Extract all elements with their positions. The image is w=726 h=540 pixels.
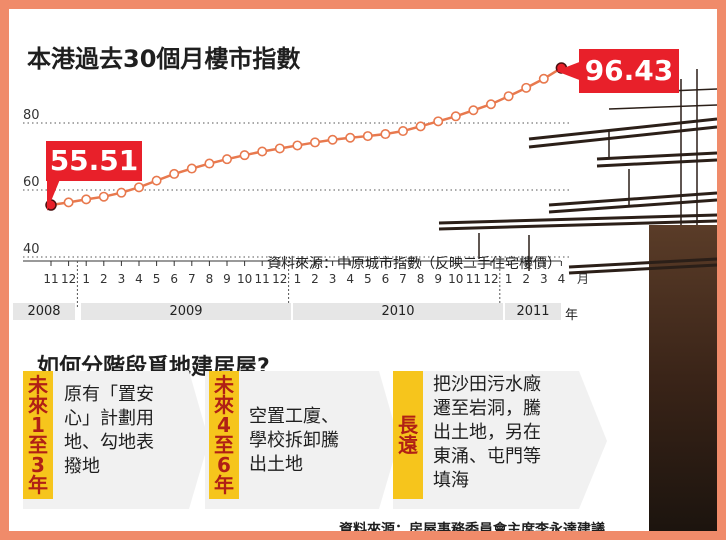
data-point-15 xyxy=(309,137,320,148)
data-point-6 xyxy=(151,175,162,186)
x-tick-label-12: 11 xyxy=(255,272,270,286)
x-tick-label-13: 12 xyxy=(272,272,287,286)
data-point-13 xyxy=(274,143,285,154)
data-point-14 xyxy=(292,140,303,151)
start-value-callout: 55.51 xyxy=(46,141,142,181)
x-tick-label-3: 2 xyxy=(100,272,108,286)
data-point-4 xyxy=(116,187,127,198)
phase-tag-label-1: 未 來 1 至 3 年 xyxy=(28,373,48,497)
data-point-20 xyxy=(397,126,408,137)
x-tick-label-21: 8 xyxy=(417,272,425,286)
x-tick-label-22: 9 xyxy=(434,272,442,286)
x-tick-label-10: 9 xyxy=(223,272,231,286)
data-point-3 xyxy=(98,191,109,202)
x-tick-label-14: 1 xyxy=(294,272,302,286)
year-label-2008: 2008 xyxy=(13,303,75,320)
data-point-25 xyxy=(485,99,496,110)
data-point-7 xyxy=(169,168,180,179)
data-point-8 xyxy=(186,163,197,174)
chart-title: 本港過去30個月樓市指數 xyxy=(27,45,301,73)
phase-tag-1: 未 來 1 至 3 年 xyxy=(23,371,53,499)
infographic-panel: 本港過去30個月樓市指數 40 60 80 11 12 1 2 3 4 5 6 7 8 9 10 11 12 1 2… xyxy=(9,9,717,531)
x-tick-label-0: 11 xyxy=(43,272,58,286)
x-tick-label-9: 8 xyxy=(206,272,214,286)
arrow-shape-2 xyxy=(205,371,399,509)
phase-tag-3: 長 遠 xyxy=(393,371,423,499)
x-tick-label-29: 4 xyxy=(558,272,566,286)
data-point-10 xyxy=(222,154,233,165)
x-tick-label-17: 4 xyxy=(346,272,354,286)
data-point-16 xyxy=(327,134,338,145)
data-point-28 xyxy=(538,73,549,84)
x-tick-label-2: 1 xyxy=(82,272,90,286)
end-callout-pointer xyxy=(556,61,582,81)
x-tick-label-25: 12 xyxy=(483,272,498,286)
phase-tag-2: 未 來 4 至 6 年 xyxy=(209,371,239,499)
x-tick-label-23: 10 xyxy=(448,272,463,286)
data-point-11 xyxy=(239,150,250,161)
x-tick-label-26: 1 xyxy=(505,272,513,286)
x-tick-label-28: 3 xyxy=(540,272,548,286)
data-point-26 xyxy=(503,91,514,102)
timeline-arrows xyxy=(23,371,607,509)
y-tick-label-60: 60 xyxy=(23,175,40,190)
data-point-27 xyxy=(521,82,532,93)
y-tick-label-80: 80 xyxy=(23,108,40,123)
x-tick-label-27: 2 xyxy=(522,272,530,286)
x-tick-label-20: 7 xyxy=(399,272,407,286)
year-label-2009: 2009 xyxy=(81,303,291,320)
construction-silhouette xyxy=(438,69,717,531)
footer-source-note: 資料來源：房屋事務委員會主席李永達建議 xyxy=(339,522,605,531)
year-label-2011: 2011 xyxy=(505,303,561,320)
year-label-2010: 2010 xyxy=(293,303,503,320)
x-tick-label-15: 2 xyxy=(311,272,319,286)
x-tick-label-19: 6 xyxy=(382,272,390,286)
x-tick-label-1: 12 xyxy=(61,272,76,286)
x-tick-label-5: 4 xyxy=(135,272,143,286)
data-point-23 xyxy=(450,111,461,122)
x-tick-label-16: 3 xyxy=(329,272,337,286)
data-point-9 xyxy=(204,158,215,169)
data-point-18 xyxy=(362,131,373,142)
x-tick-label-8: 7 xyxy=(188,272,196,286)
data-point-24 xyxy=(468,105,479,116)
data-point-1 xyxy=(63,197,74,208)
phase-tag-label-2: 未 來 4 至 6 年 xyxy=(214,373,234,497)
data-point-12 xyxy=(257,146,268,157)
year-unit-label: 年 xyxy=(565,308,579,323)
phase-desc-3: 把沙田污水廠 遷至岩洞，騰 出土地，另在 東涌、屯門等 填海 xyxy=(433,374,541,491)
chart-source-note: 資料來源：中原城市指數（反映二手住宅樓價） xyxy=(267,256,561,272)
x-tick-label-24: 11 xyxy=(466,272,481,286)
data-point-17 xyxy=(345,132,356,143)
data-point-5 xyxy=(134,182,145,193)
month-unit-label: 月 xyxy=(577,272,589,286)
phase-tag-label-3: 長 遠 xyxy=(398,413,418,457)
arrow-shape-1 xyxy=(23,371,209,509)
x-tick-label-6: 5 xyxy=(153,272,161,286)
crane-lattice xyxy=(478,69,717,271)
x-tick-label-18: 5 xyxy=(364,272,372,286)
y-tick-label-40: 40 xyxy=(23,242,40,257)
end-value-callout: 96.43 xyxy=(579,49,679,93)
phase-desc-2: 空置工廈、 學校拆卸騰 出土地 xyxy=(249,406,339,475)
data-point-2 xyxy=(81,194,92,205)
x-tick-label-4: 3 xyxy=(118,272,126,286)
x-tick-label-11: 10 xyxy=(237,272,252,286)
building-silhouette xyxy=(649,225,717,531)
data-point-21 xyxy=(415,121,426,132)
arrow-shape-3 xyxy=(393,371,607,509)
data-point-19 xyxy=(380,129,391,140)
x-tick-label-7: 6 xyxy=(170,272,178,286)
data-point-22 xyxy=(433,116,444,127)
phase-desc-1: 原有「置安 心」計劃用 地、勾地表 撥地 xyxy=(64,384,154,477)
